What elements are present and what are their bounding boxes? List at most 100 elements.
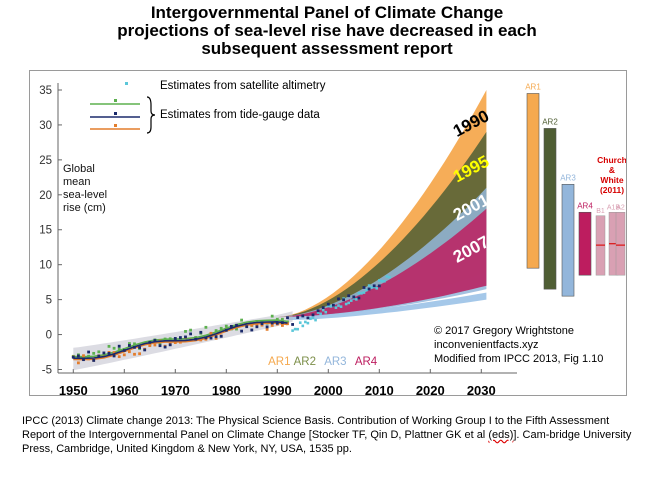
church-white-label-line: White: [600, 175, 623, 185]
title-line-1: Intergovernmental Panel of Climate Chang…: [150, 3, 504, 22]
tide-gauge-point-orange: [77, 361, 80, 365]
title-line-3: subsequent assessment report: [201, 39, 453, 58]
tide-gauge-point-navy: [270, 321, 274, 325]
tide-gauge-point-navy: [107, 352, 111, 355]
x-tick-label: 1990: [263, 383, 292, 395]
tide-gauge-point-navy: [265, 325, 269, 329]
tide-gauge-point-orange: [117, 355, 121, 359]
tide-gauge-line-orange: [73, 322, 288, 361]
satellite-point: [344, 302, 348, 306]
tide-gauge-point-navy: [163, 345, 167, 349]
tide-gauge-point-navy: [326, 302, 330, 306]
tide-gauge-point-orange: [138, 352, 141, 356]
range-bar-label-ar2: AR2: [542, 117, 558, 126]
tide-gauge-point-navy: [71, 355, 75, 359]
tide-gauge-point-navy: [179, 336, 182, 339]
satellite-point: [291, 329, 294, 332]
satellite-point: [380, 279, 384, 283]
tide-gauge-point-navy: [173, 337, 177, 340]
tide-gauge-point-green: [214, 329, 218, 332]
range-bar-ar1: [526, 93, 540, 269]
chart-frame: -5 0 5 10 15 20 25 30 35 1950 1960 1970 1980 1990 2000…: [29, 70, 627, 396]
report-marker-ar4: AR4: [355, 356, 378, 368]
y-axis-label-line: mean: [63, 176, 91, 188]
x-tick-label: 1950: [59, 383, 88, 395]
legend-tide-point-orange: [114, 124, 117, 127]
y-axis-label-line: rise (cm): [63, 202, 106, 214]
tide-gauge-point-navy: [306, 316, 310, 320]
legend-tide-point-green: [114, 99, 117, 102]
tide-gauge-point-navy: [168, 343, 172, 347]
legend-tide-point-navy: [114, 112, 117, 115]
tide-gauge-point-green: [92, 351, 96, 355]
tide-gauge-point-navy: [291, 323, 294, 326]
tide-gauge-point-orange: [281, 324, 284, 327]
page-title: Intergovernmental Panel of Climate Chang…: [0, 4, 654, 58]
tide-gauge-point-green: [128, 342, 131, 345]
satellite-point: [339, 305, 343, 308]
tide-gauge-point-navy: [102, 351, 106, 355]
tide-gauge-point-orange: [260, 323, 264, 327]
tide-gauge-point-orange: [209, 331, 213, 335]
tide-gauge-point-navy: [117, 344, 121, 348]
satellite-point: [360, 292, 363, 295]
title-line-2: projections of sea-level rise have decre…: [117, 21, 537, 40]
tide-gauge-point-orange: [122, 353, 126, 357]
y-tick-label: -5: [42, 365, 52, 377]
tide-gauge-point-orange: [265, 327, 269, 331]
tide-gauge-point-navy: [250, 328, 254, 332]
tide-gauge-point-orange: [112, 351, 116, 354]
x-tick-label: 1970: [161, 383, 190, 395]
tide-gauge-point-navy: [112, 354, 116, 358]
church-white-label-line: (2011): [600, 185, 624, 195]
satellite-point: [349, 299, 353, 302]
report-marker-ar1: AR1: [268, 356, 290, 368]
tide-gauge-point-navy: [158, 344, 162, 348]
y-axis-label-line: sea-level: [63, 189, 107, 201]
satellite-point: [324, 310, 328, 314]
tide-gauge-point-navy: [296, 316, 300, 319]
tide-gauge-point-navy: [316, 309, 320, 313]
tide-gauge-point-orange: [128, 350, 131, 354]
range-bar-ar2: [543, 128, 557, 290]
satellite-point: [388, 275, 391, 279]
tide-gauge-point-green: [189, 328, 192, 332]
tide-gauge-point-green: [235, 327, 238, 331]
tide-gauge-point-navy: [255, 325, 259, 329]
tide-gauge-point-navy: [92, 359, 96, 362]
church-white-bar-label-b1: B1: [596, 208, 605, 215]
tide-gauge-point-navy: [199, 330, 203, 334]
tide-gauge-point-navy: [347, 294, 351, 298]
satellite-point: [329, 305, 333, 308]
credit-line: © 2017 Gregory Wrightstone: [434, 325, 574, 337]
tide-gauge-point-green: [240, 318, 243, 322]
credit-line: inconvenientfacts.xyz: [434, 339, 539, 351]
tide-gauge-point-navy: [352, 295, 356, 299]
tide-gauge-point-navy: [97, 354, 101, 358]
satellite-point: [321, 308, 325, 312]
tide-gauge-point-green: [281, 317, 284, 321]
report-marker-ar2: AR2: [294, 356, 316, 368]
tide-gauge-point-green: [286, 320, 289, 324]
satellite-point: [355, 298, 358, 301]
satellite-point: [296, 327, 299, 331]
tide-gauge-point-navy: [337, 297, 340, 301]
tide-gauge-point-navy: [245, 325, 249, 329]
x-tick-label: 1980: [212, 383, 241, 395]
y-tick-label: 35: [39, 85, 52, 97]
tide-gauge-point-green: [204, 325, 208, 329]
church-white-bar-a2: [615, 212, 626, 276]
satellite-point: [385, 275, 389, 278]
satellite-point: [337, 304, 340, 307]
report-marker-ar3: AR3: [324, 356, 346, 368]
tide-gauge-point-orange: [148, 344, 152, 348]
tide-gauge-point-navy: [189, 332, 192, 336]
satellite-point: [362, 291, 366, 294]
tide-gauge-point-navy: [82, 358, 85, 362]
tide-gauge-point-green: [117, 347, 121, 351]
tide-gauge-point-navy: [235, 323, 238, 327]
x-tick-label: 2030: [467, 383, 496, 395]
tide-gauge-point-navy: [311, 313, 315, 317]
satellite-point: [347, 301, 350, 305]
y-tick-label: 30: [39, 120, 52, 132]
